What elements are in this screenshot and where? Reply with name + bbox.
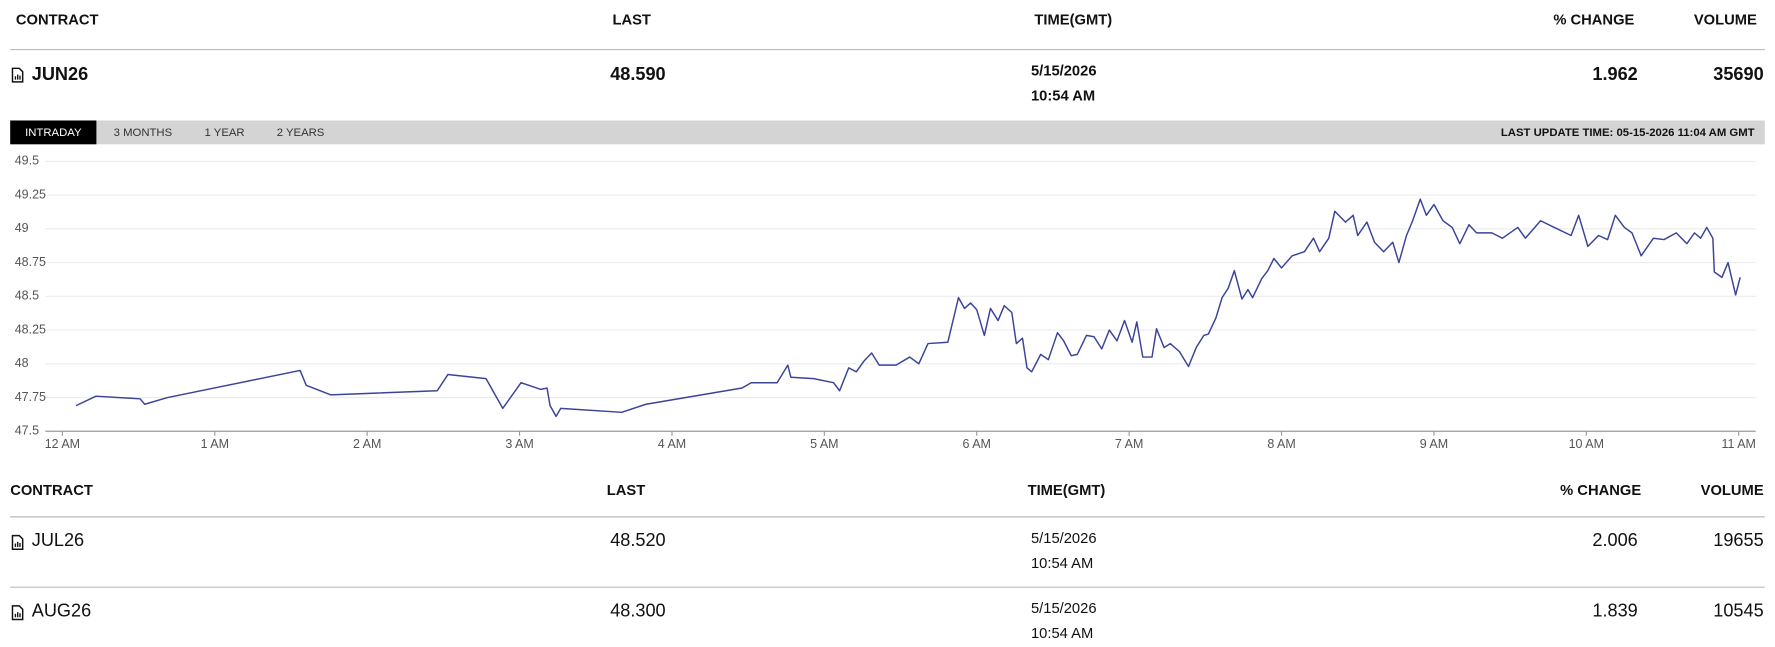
header-last: LAST bbox=[607, 483, 645, 499]
time: 10:54 AM bbox=[1031, 556, 1093, 572]
y-tick-label: 47.5 bbox=[15, 424, 39, 438]
x-tick-label: 1 AM bbox=[201, 437, 229, 451]
x-tick-label: 12 AM bbox=[45, 437, 80, 451]
header-change: % CHANGE bbox=[1560, 483, 1641, 499]
tab[interactable]: 2 YEARS bbox=[277, 127, 325, 139]
volume: 35690 bbox=[1713, 64, 1763, 84]
contract[interactable]: AUG26 bbox=[32, 600, 91, 620]
date: 5/15/2026 bbox=[1031, 531, 1097, 547]
x-tick-label: 9 AM bbox=[1420, 437, 1448, 451]
last-update: LAST UPDATE TIME: 05-15-2026 11:04 AM GM… bbox=[1501, 127, 1755, 139]
tab[interactable]: 1 YEAR bbox=[205, 127, 245, 139]
x-tick-label: 4 AM bbox=[658, 437, 686, 451]
last: 48.300 bbox=[610, 600, 665, 620]
tab-active[interactable] bbox=[10, 120, 97, 145]
date: 5/15/2026 bbox=[1031, 601, 1097, 617]
header-contract: CONTRACT bbox=[10, 483, 93, 499]
header-volume: VOLUME bbox=[1694, 13, 1757, 29]
y-tick-label: 49.5 bbox=[15, 154, 39, 168]
contract[interactable]: JUL26 bbox=[32, 530, 84, 550]
volume: 10545 bbox=[1713, 600, 1763, 620]
header-time: TIME(GMT) bbox=[1028, 483, 1106, 499]
y-tick-label: 48.5 bbox=[15, 289, 39, 303]
contract-icon bbox=[11, 605, 24, 621]
rows: JUL26 48.520 5/15/2026 10:54 AM 2.006 19655 AU… bbox=[10, 530, 1765, 642]
header-time: TIME(GMT) bbox=[1034, 13, 1112, 29]
x-tick-label: 6 AM bbox=[963, 437, 991, 451]
y-tick-label: 47.75 bbox=[15, 390, 46, 404]
time: 10:54 AM bbox=[1031, 626, 1093, 642]
x-tick-label: 3 AM bbox=[505, 437, 533, 451]
change: 1.839 bbox=[1592, 600, 1637, 620]
volume: 19655 bbox=[1713, 530, 1763, 550]
contract-icon bbox=[11, 67, 24, 83]
tab-bar bbox=[10, 120, 1765, 145]
chart: 47.5 47.75 48 48.25 48.5 48.75 49 49.25 49.5 12 A… bbox=[15, 154, 1756, 452]
y-tick-label: 48.25 bbox=[15, 322, 46, 336]
change: 2.006 bbox=[1592, 530, 1637, 550]
y-tick-label: 49 bbox=[15, 221, 29, 235]
y-tick-label: 49.25 bbox=[15, 187, 46, 201]
change: 1.962 bbox=[1592, 64, 1637, 84]
date: 5/15/2026 bbox=[1031, 64, 1097, 80]
header-change: % CHANGE bbox=[1553, 13, 1634, 29]
x-tick-label: 10 AM bbox=[1569, 437, 1604, 451]
x-tick-label: 2 AM bbox=[353, 437, 381, 451]
header-volume: VOLUME bbox=[1701, 483, 1764, 499]
contract[interactable]: JUN26 bbox=[32, 64, 88, 84]
x-tick-label: 5 AM bbox=[810, 437, 838, 451]
time: 10:54 AM bbox=[1031, 89, 1095, 105]
header-last: LAST bbox=[612, 13, 650, 29]
x-tick-label: 8 AM bbox=[1267, 437, 1295, 451]
contract-icon bbox=[11, 534, 24, 550]
x-tick-label: 7 AM bbox=[1115, 437, 1143, 451]
y-tick-label: 48.75 bbox=[15, 255, 46, 269]
last: 48.520 bbox=[610, 530, 665, 550]
x-tick-label: 11 AM bbox=[1721, 437, 1755, 451]
tab[interactable]: INTRADAY bbox=[25, 127, 82, 139]
tab[interactable]: 3 MONTHS bbox=[114, 127, 173, 139]
y-tick-label: 48 bbox=[15, 356, 29, 370]
header-contract: CONTRACT bbox=[16, 13, 99, 29]
last: 48.590 bbox=[610, 64, 665, 84]
price-line bbox=[75, 198, 1741, 418]
